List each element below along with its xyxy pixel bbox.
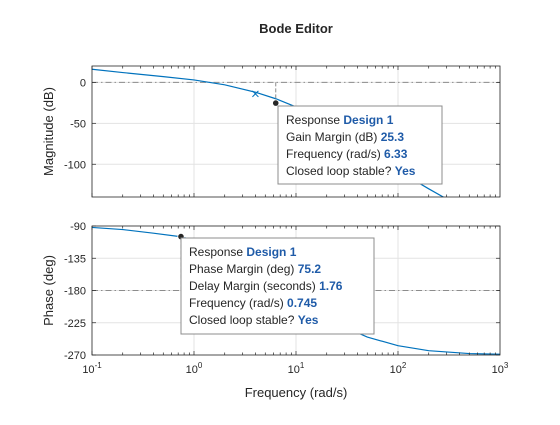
magnitude-datatip-row: Closed loop stable? Yes [286, 164, 416, 178]
panel-magnitude: 0 -50 -100 Magnitude (dB) Response Design 1 G… [41, 65, 501, 225]
magnitude-datatip-row: Response Design 1 [286, 113, 394, 127]
phase-datatip-row: Frequency (rad/s) 0.745 [189, 296, 317, 310]
datatip-value: Yes [395, 164, 416, 178]
magnitude-datatip-row: Frequency (rad/s) 6.33 [286, 147, 408, 161]
phase-x-ticks [91, 226, 496, 355]
datatip-value: 6.33 [384, 147, 408, 161]
phase-y-tick-label: -225 [64, 318, 86, 330]
magnitude-cross-marker[interactable] [252, 90, 259, 98]
datatip-value: 0.745 [287, 296, 317, 310]
datatip-label: Response [286, 113, 343, 127]
magnitude-datatip-row: Gain Margin (dB) 25.3 [286, 130, 404, 144]
datatip-value: 25.3 [381, 130, 405, 144]
phase-y-tick-label: -270 [64, 350, 86, 362]
phase-datatip-row: Delay Margin (seconds) 1.76 [189, 279, 343, 293]
phase-datatip-row: Response Design 1 [189, 245, 297, 259]
datatip-label: Frequency (rad/s) [189, 296, 287, 310]
magnitude-response-line[interactable] [92, 68, 500, 225]
phase-y-tick-label: -135 [64, 253, 86, 265]
datatip-label: Phase Margin (deg) [189, 262, 298, 276]
datatip-label: Response [189, 245, 246, 259]
magnitude-margin-point[interactable] [272, 99, 280, 107]
magnitude-y-tick-label: -100 [64, 159, 86, 171]
datatip-value: Yes [298, 313, 319, 327]
datatip-label: Delay Margin (seconds) [189, 279, 319, 293]
datatip-value: 75.2 [298, 262, 322, 276]
datatip-value: Design 1 [246, 245, 296, 259]
phase-datatip-row: Closed loop stable? Yes [189, 313, 319, 327]
phase-datatip-row: Phase Margin (deg) 75.2 [189, 262, 321, 276]
x-tick-label: 100 [186, 361, 203, 376]
x-tick-label: 101 [288, 361, 305, 376]
phase-y-axis-label: Phase (deg) [41, 255, 56, 326]
phase-y-tick-label: -180 [64, 286, 86, 298]
x-tick-label: 10-1 [82, 361, 102, 376]
datatip-label: Frequency (rad/s) [286, 147, 384, 161]
phase-datatip-box [180, 237, 375, 335]
panel-phase: -90 -135 -180 -225 -270 Phase (deg) Response D… [41, 221, 509, 376]
magnitude-y-tick-label: -50 [70, 118, 86, 130]
magnitude-datatip-box [277, 105, 443, 185]
datatip-value: 1.76 [319, 279, 343, 293]
phase-datatip[interactable]: Response Design 1 Phase Margin (deg) 75.2… [180, 237, 375, 335]
x-axis-label: Frequency (rad/s) [245, 385, 348, 400]
magnitude-y-tick-label: 0 [80, 77, 86, 89]
x-tick-label: 102 [390, 361, 407, 376]
magnitude-y-axis-label: Magnitude (dB) [41, 87, 56, 176]
datatip-value: Design 1 [343, 113, 393, 127]
chart-title: Bode Editor [259, 21, 333, 36]
datatip-label: Gain Margin (dB) [286, 130, 381, 144]
magnitude-datatip[interactable]: Response Design 1 Gain Margin (dB) 25.3 Fr… [277, 105, 443, 185]
datatip-label: Closed loop stable? [189, 313, 298, 327]
datatip-label: Closed loop stable? [286, 164, 395, 178]
x-tick-label: 103 [492, 361, 509, 376]
magnitude-x-ticks [91, 66, 496, 197]
phase-y-tick-label: -90 [70, 221, 86, 233]
